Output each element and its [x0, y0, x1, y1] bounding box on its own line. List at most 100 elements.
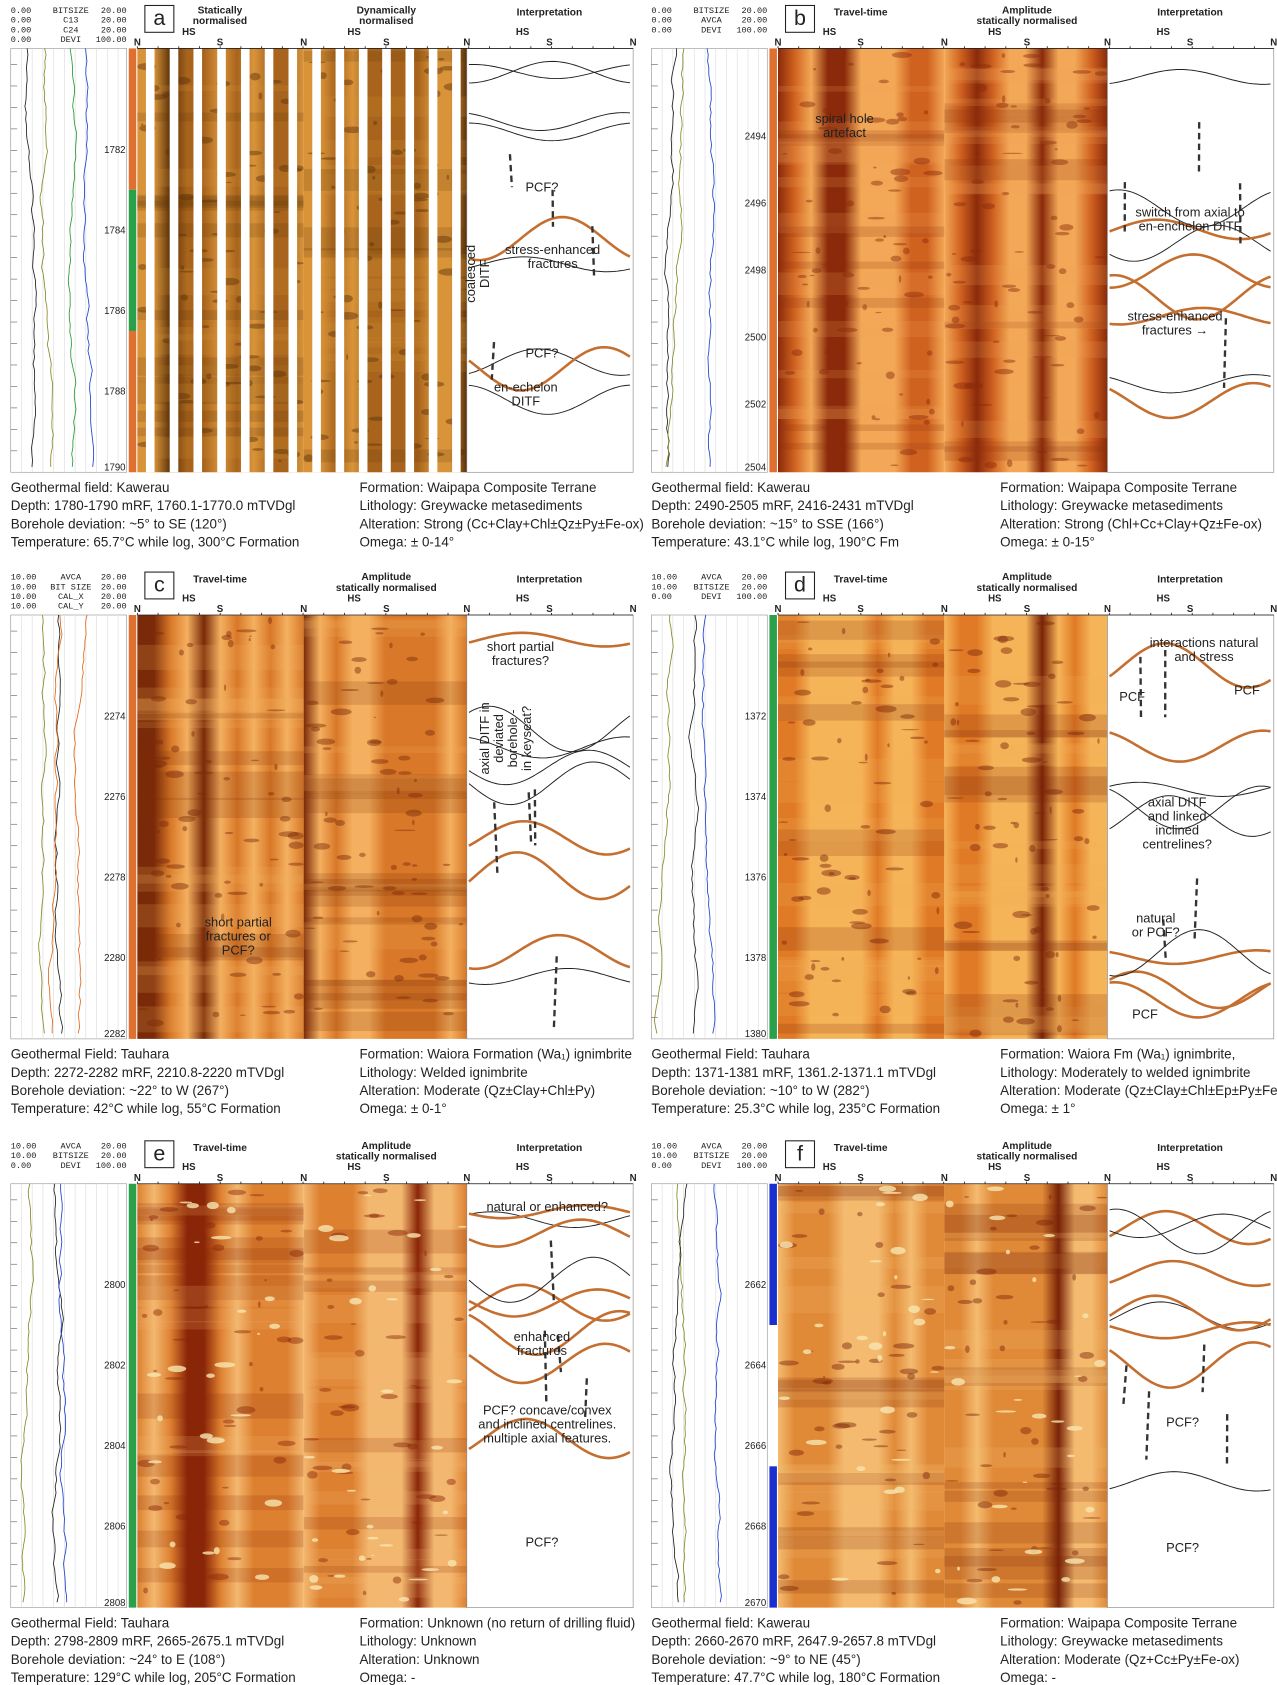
image-texture [952, 253, 957, 255]
image-band [304, 917, 467, 924]
azimuth-high-side: HS [823, 27, 837, 38]
curve-max: 100.00 [96, 1161, 127, 1171]
caption-left: Temperature: 25.3°C while log, 235°C For… [651, 1101, 940, 1116]
image-texture [166, 864, 185, 869]
image-texture [894, 1487, 904, 1493]
image-texture [159, 821, 169, 827]
caption-right: Alteration: Moderate (Qz±Clay±Chl±Ep±Py±… [1000, 1083, 1277, 1098]
image-texture [893, 243, 907, 245]
image-texture [1003, 1017, 1014, 1023]
image-texture [272, 973, 281, 976]
image-texture [899, 275, 902, 283]
depth-label: 2662 [745, 1280, 766, 1291]
caption-left: Temperature: 43.1°C while log, 190°C Fm [651, 535, 899, 550]
curve-min: 0.00 [651, 6, 672, 16]
image-texture [1051, 1420, 1064, 1422]
annotation-text: PCF? [222, 942, 255, 957]
image-texture [921, 1299, 934, 1300]
image-texture [1041, 887, 1049, 891]
column-header: Amplitude [1002, 6, 1052, 17]
image-texture [430, 1268, 442, 1272]
image-texture [137, 838, 147, 842]
caption-left: Depth: 1780-1790 mRF, 1760.1-1770.0 mTVD… [11, 498, 296, 513]
column-header: Interpretation [517, 8, 583, 19]
column-header: Dynamically [357, 6, 417, 17]
curve-name: DEVI [701, 25, 722, 35]
image-texture [1002, 95, 1006, 103]
image-texture [892, 52, 912, 58]
image-texture [1012, 911, 1030, 918]
image-texture [1032, 1277, 1036, 1282]
image-texture [1051, 159, 1068, 165]
image-texture [280, 816, 291, 822]
image-texture [187, 643, 194, 647]
curve-min: 10.00 [11, 582, 37, 592]
image-texture [364, 1195, 372, 1196]
column-header: Travel-time [834, 1143, 888, 1154]
image-texture [446, 1479, 455, 1485]
image-texture [394, 830, 415, 832]
curve-min: 10.00 [11, 1151, 37, 1161]
image-texture [1092, 936, 1096, 940]
curve-track [651, 615, 767, 1039]
azimuth-north: N [463, 1173, 470, 1184]
annotation: PCF? [525, 1535, 558, 1551]
image-texture [937, 907, 940, 914]
image-texture [340, 689, 359, 691]
annotation-text: PCF? [525, 179, 558, 194]
image-texture [875, 238, 884, 241]
image-texture [996, 1295, 1014, 1300]
annotation-text: axial DITF in [477, 702, 492, 774]
image-texture [443, 864, 451, 866]
image-texture [852, 909, 868, 915]
image-texture [142, 1245, 159, 1252]
image-texture [961, 421, 963, 427]
image-texture [179, 400, 194, 403]
image-texture [1094, 412, 1099, 419]
image-band [778, 227, 944, 237]
image-texture [203, 1222, 216, 1228]
annotation: PCF? [1166, 1414, 1199, 1430]
depth-label: 1376 [745, 872, 766, 883]
image-texture [270, 859, 279, 861]
curve-max: 20.00 [101, 6, 127, 16]
curve-track [11, 615, 127, 1039]
image-texture [391, 865, 397, 870]
depth-label: 2496 [745, 199, 766, 210]
image-texture [181, 294, 188, 300]
image-texture [148, 1460, 162, 1463]
image-texture [309, 1575, 318, 1583]
image-texture [422, 999, 438, 1002]
image-texture [1066, 121, 1077, 128]
image-texture [869, 1342, 883, 1350]
image-texture [214, 1547, 220, 1554]
azimuth-north: N [1270, 604, 1277, 615]
image-band [944, 1447, 1107, 1467]
image-texture [154, 757, 171, 760]
image-texture [212, 1012, 219, 1018]
image-band [778, 443, 944, 450]
pad-gap [452, 48, 461, 472]
image-band [944, 305, 1107, 329]
image-texture [168, 1366, 187, 1373]
caption-right: Alteration: Strong (Cc+Clay+Chl±Qz±Py±Fe… [359, 516, 643, 531]
image-texture [351, 1323, 357, 1325]
image-texture [908, 976, 910, 979]
image-texture [215, 893, 223, 898]
image-texture [886, 371, 895, 379]
image-texture [856, 1466, 865, 1471]
image-texture [148, 1505, 162, 1511]
image-texture [832, 1364, 845, 1370]
image-band [778, 321, 944, 337]
image-texture [223, 1419, 235, 1423]
image-texture [1077, 428, 1085, 434]
image-band [778, 86, 944, 92]
image-texture [873, 166, 876, 168]
image-texture [212, 1244, 224, 1251]
image-texture [187, 809, 201, 816]
image-texture [780, 1241, 793, 1248]
image-texture [806, 1440, 827, 1445]
image-texture [277, 1337, 291, 1343]
image-texture [227, 892, 247, 895]
caption-right: Omega: ± 0-14° [359, 535, 454, 550]
